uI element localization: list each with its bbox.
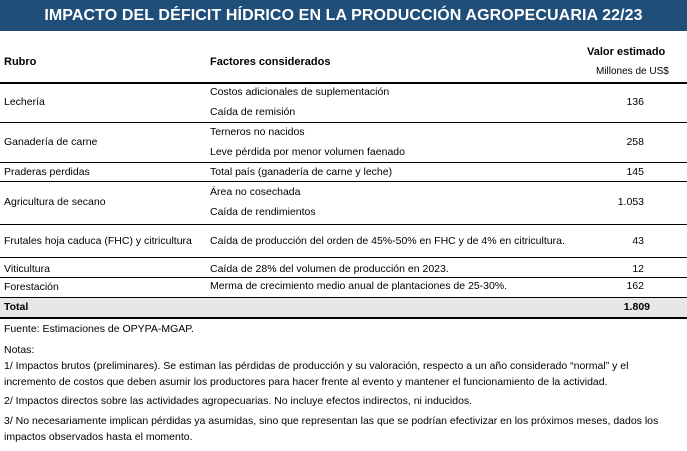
row-ganaderia-factor-2: Leve pérdida por menor volumen faenado xyxy=(210,146,405,158)
row-divider xyxy=(0,162,687,163)
row-praderas-valor: 145 xyxy=(626,166,644,178)
note-1-line-2: incremento de costos que deben asumir lo… xyxy=(4,376,608,388)
row-frutales-factor-1: Caída de producción del orden de 45%-50%… xyxy=(210,235,565,247)
row-frutales-valor: 43 xyxy=(632,235,644,247)
row-divider xyxy=(0,224,687,225)
total-row-background xyxy=(0,298,687,318)
row-viticultura-factor-1: Caída de 28% del volumen de producción e… xyxy=(210,263,449,275)
row-agricultura-factor-1: Área no cosechada xyxy=(210,186,301,198)
total-valor: 1.809 xyxy=(623,301,650,313)
row-lecheria-factor-1: Costos adicionales de suplementación xyxy=(210,86,390,98)
row-forestacion-factor-1: Merma de crecimiento medio anual de plan… xyxy=(210,280,508,292)
row-frutales-rubro: Frutales hoja caduca (FHC) y citricultur… xyxy=(4,235,192,247)
row-divider xyxy=(0,257,687,258)
note-3-line-2: impactos observados hasta el momento. xyxy=(4,431,193,443)
row-praderas-factor-1: Total país (ganadería de carne y leche) xyxy=(210,166,393,178)
row-lecheria-rubro: Lechería xyxy=(4,96,45,108)
note-2: 2/ Impactos directos sobre las actividad… xyxy=(4,395,473,407)
row-divider xyxy=(0,277,687,278)
header-valor: Valor estimado xyxy=(587,46,666,58)
row-viticultura-rubro: Viticultura xyxy=(4,263,50,275)
row-ganaderia-valor: 258 xyxy=(626,136,644,148)
row-agricultura-valor: 1.053 xyxy=(617,196,644,208)
source-note: Fuente: Estimaciones de OPYPA-MGAP. xyxy=(4,323,194,335)
header-factores: Factores considerados xyxy=(210,56,331,68)
table-title: IMPACTO DEL DÉFICIT HÍDRICO EN LA PRODUC… xyxy=(0,0,687,31)
notes-title: Notas: xyxy=(4,344,35,356)
row-divider xyxy=(0,181,687,182)
header-divider xyxy=(0,82,687,84)
row-forestacion-valor: 162 xyxy=(626,280,644,292)
total-bottom-divider xyxy=(0,317,687,319)
row-agricultura-factor-2: Caída de rendimientos xyxy=(210,206,316,218)
row-lecheria-factor-2: Caída de remisión xyxy=(210,106,296,118)
note-3-line-1: 3/ No necesariamente implican pérdidas y… xyxy=(4,415,659,427)
row-forestacion-rubro: Forestación xyxy=(4,281,59,293)
row-agricultura-rubro: Agricultura de secano xyxy=(4,196,106,208)
row-divider xyxy=(0,122,687,123)
row-viticultura-valor: 12 xyxy=(632,263,644,275)
total-top-divider xyxy=(0,297,687,298)
header-unidad: Millones de US$ xyxy=(596,66,669,77)
note-1-line-1: 1/ Impactos brutos (preliminares). Se es… xyxy=(4,360,629,372)
row-ganaderia-rubro: Ganadería de carne xyxy=(4,136,98,148)
total-label: Total xyxy=(4,301,29,313)
row-ganaderia-factor-1: Terneros no nacidos xyxy=(210,126,305,138)
header-rubro: Rubro xyxy=(4,56,37,68)
row-praderas-rubro: Praderas perdidas xyxy=(4,166,90,178)
row-lecheria-valor: 136 xyxy=(626,96,644,108)
